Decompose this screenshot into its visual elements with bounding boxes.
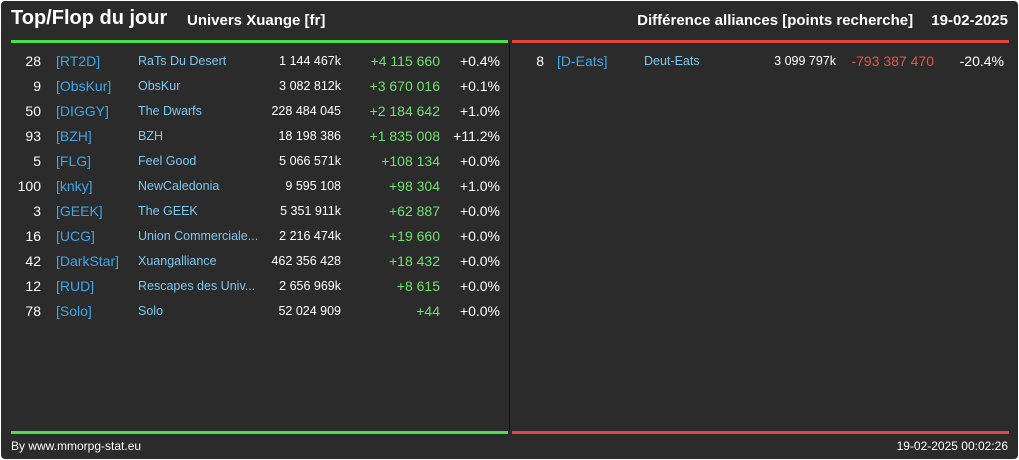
alliance-points: 52 024 909 xyxy=(278,304,341,318)
alliance-tag-link[interactable]: [ObsKur] xyxy=(56,78,112,94)
page-title: Top/Flop du jour xyxy=(11,7,168,29)
alliance-points: 5 066 571k xyxy=(279,154,341,168)
alliance-points: 5 351 911k xyxy=(280,204,341,218)
alliance-tag-link[interactable]: [D-Eats] xyxy=(557,53,608,69)
points-difference: +62 887 xyxy=(389,203,440,219)
alliance-row: 78 [Solo] Solo 52 024 909 +44 +0.0% xyxy=(1,299,509,324)
percent-change: +0.0% xyxy=(459,153,500,169)
alliance-row: 16 [UCG] Union Commerciale... 2 216 474k +19… xyxy=(1,224,509,249)
alliance-rank: 9 xyxy=(33,78,41,94)
alliance-row: 93 [BZH] BZH 18 198 386 +1 835 008 +11.2% xyxy=(1,124,509,149)
alliance-name-link[interactable]: ObsKur xyxy=(138,79,181,93)
percent-change: +11.2% xyxy=(453,128,500,144)
alliance-row: 3 [GEEK] The GEEK 5 351 911k +62 887 +0.0% xyxy=(1,199,509,224)
alliance-rank: 100 xyxy=(17,178,41,194)
flop-section-bottom-bar xyxy=(512,431,1009,434)
alliance-tag-link[interactable]: [GEEK] xyxy=(56,203,103,219)
alliance-points: 2 656 969k xyxy=(279,279,341,293)
points-difference: +1 835 008 xyxy=(369,128,440,144)
percent-change: +0.1% xyxy=(459,78,500,94)
alliance-row: 50 [DIGGY] The Dwarfs 228 484 045 +2 184 642… xyxy=(1,99,509,124)
alliance-tag-link[interactable]: [RT2D] xyxy=(56,53,101,69)
alliance-rank: 50 xyxy=(25,103,41,119)
percent-change: +0.0% xyxy=(459,303,500,319)
top-section-bar xyxy=(11,40,508,43)
alliance-row: 12 [RUD] Rescapes des Univ... 2 656 969k +8 … xyxy=(1,274,509,299)
percent-change: +0.0% xyxy=(459,203,500,219)
alliance-rank: 3 xyxy=(33,203,41,219)
percent-change: -20.4% xyxy=(959,53,1004,69)
alliance-points: 3 082 812k xyxy=(279,79,341,93)
points-difference: +98 304 xyxy=(389,178,440,194)
alliance-name-link[interactable]: The GEEK xyxy=(138,204,198,218)
percent-change: +1.0% xyxy=(459,178,500,194)
alliance-rank: 28 xyxy=(25,53,41,69)
alliance-row: 42 [DarkStar] Xuangalliance 462 356 428 +18 … xyxy=(1,249,509,274)
alliance-points: 1 144 467k xyxy=(279,54,341,68)
points-difference: +18 432 xyxy=(389,253,440,269)
alliance-points: 2 216 474k xyxy=(279,229,341,243)
alliance-points: 462 356 428 xyxy=(271,254,341,268)
points-difference: -793 387 470 xyxy=(851,53,934,69)
alliance-name-link[interactable]: Feel Good xyxy=(138,154,197,168)
alliance-tag-link[interactable]: [Solo] xyxy=(56,303,92,319)
alliance-name-link[interactable]: RaTs Du Desert xyxy=(138,54,227,68)
alliance-tag-link[interactable]: [RUD] xyxy=(56,278,95,294)
alliance-rank: 78 xyxy=(25,303,41,319)
alliance-row: 28 [RT2D] RaTs Du Desert 1 144 467k +4 115 6… xyxy=(1,49,509,74)
points-difference: +8 615 xyxy=(396,278,440,294)
alliance-rank: 93 xyxy=(25,128,41,144)
universe-label: Univers Xuange [fr] xyxy=(187,12,326,29)
points-difference: +44 xyxy=(416,303,440,319)
top-section-bottom-bar xyxy=(11,431,508,434)
alliance-row: 100 [knky] NewCaledonia 9 595 108 +98 304 +1.… xyxy=(1,174,509,199)
alliance-tag-link[interactable]: [FLG] xyxy=(56,153,92,169)
alliance-name-link[interactable]: Solo xyxy=(138,304,164,318)
alliance-row: 8 [D-Eats] Deut-Eats 3 099 797k -793 387 470… xyxy=(511,49,1018,74)
points-difference: +19 660 xyxy=(389,228,440,244)
alliance-name-link[interactable]: The Dwarfs xyxy=(138,104,202,118)
alliance-name-link[interactable]: Xuangalliance xyxy=(138,254,217,268)
alliance-rank: 8 xyxy=(536,53,544,69)
alliance-row: 9 [ObsKur] ObsKur 3 082 812k +3 670 016 +0.1% xyxy=(1,74,509,99)
alliance-points: 228 484 045 xyxy=(271,104,341,118)
alliance-rank: 12 xyxy=(25,278,41,294)
alliance-rank: 5 xyxy=(33,153,41,169)
alliance-tag-link[interactable]: [knky] xyxy=(56,178,93,194)
points-difference: +108 134 xyxy=(381,153,440,169)
points-difference: +4 115 660 xyxy=(370,53,440,69)
points-difference: +3 670 016 xyxy=(369,78,440,94)
alliance-tag-link[interactable]: [DIGGY] xyxy=(56,103,109,119)
alliance-points: 3 099 797k xyxy=(774,54,836,68)
alliance-name-link[interactable]: BZH xyxy=(138,129,163,143)
alliance-rank: 16 xyxy=(25,228,41,244)
alliance-name-link[interactable]: Union Commerciale... xyxy=(138,229,259,243)
alliance-points: 9 595 108 xyxy=(285,179,341,193)
alliance-points: 18 198 386 xyxy=(278,129,341,143)
percent-change: +0.0% xyxy=(459,253,500,269)
alliance-tag-link[interactable]: [DarkStar] xyxy=(56,253,120,269)
alliance-name-link[interactable]: NewCaledonia xyxy=(138,179,220,193)
header-right: Différence alliances [points recherche] … xyxy=(637,12,1008,29)
flop-section-bar xyxy=(512,40,1009,43)
top-list: 28 [RT2D] RaTs Du Desert 1 144 467k +4 115 6… xyxy=(1,49,509,324)
column-divider xyxy=(509,43,510,431)
ranking-type-label: Différence alliances [points recherche] xyxy=(637,12,914,29)
source-credit: By www.mmorpg-stat.eu xyxy=(11,439,142,453)
percent-change: +0.0% xyxy=(459,228,500,244)
header-date: 19-02-2025 xyxy=(931,12,1008,29)
points-difference: +2 184 642 xyxy=(369,103,440,119)
footer-timestamp: 19-02-2025 00:02:26 xyxy=(896,439,1008,453)
alliance-tag-link[interactable]: [BZH] xyxy=(56,128,92,144)
alliance-row: 5 [FLG] Feel Good 5 066 571k +108 134 +0.0% xyxy=(1,149,509,174)
percent-change: +1.0% xyxy=(459,103,500,119)
percent-change: +0.0% xyxy=(459,278,500,294)
alliance-tag-link[interactable]: [UCG] xyxy=(56,228,95,244)
alliance-name-link[interactable]: Rescapes des Univ... xyxy=(138,279,256,293)
alliance-rank: 42 xyxy=(25,253,41,269)
percent-change: +0.4% xyxy=(459,53,500,69)
flop-list: 8 [D-Eats] Deut-Eats 3 099 797k -793 387 470… xyxy=(511,49,1018,74)
header: Top/Flop du jour Univers Xuange [fr] Dif… xyxy=(1,1,1018,41)
